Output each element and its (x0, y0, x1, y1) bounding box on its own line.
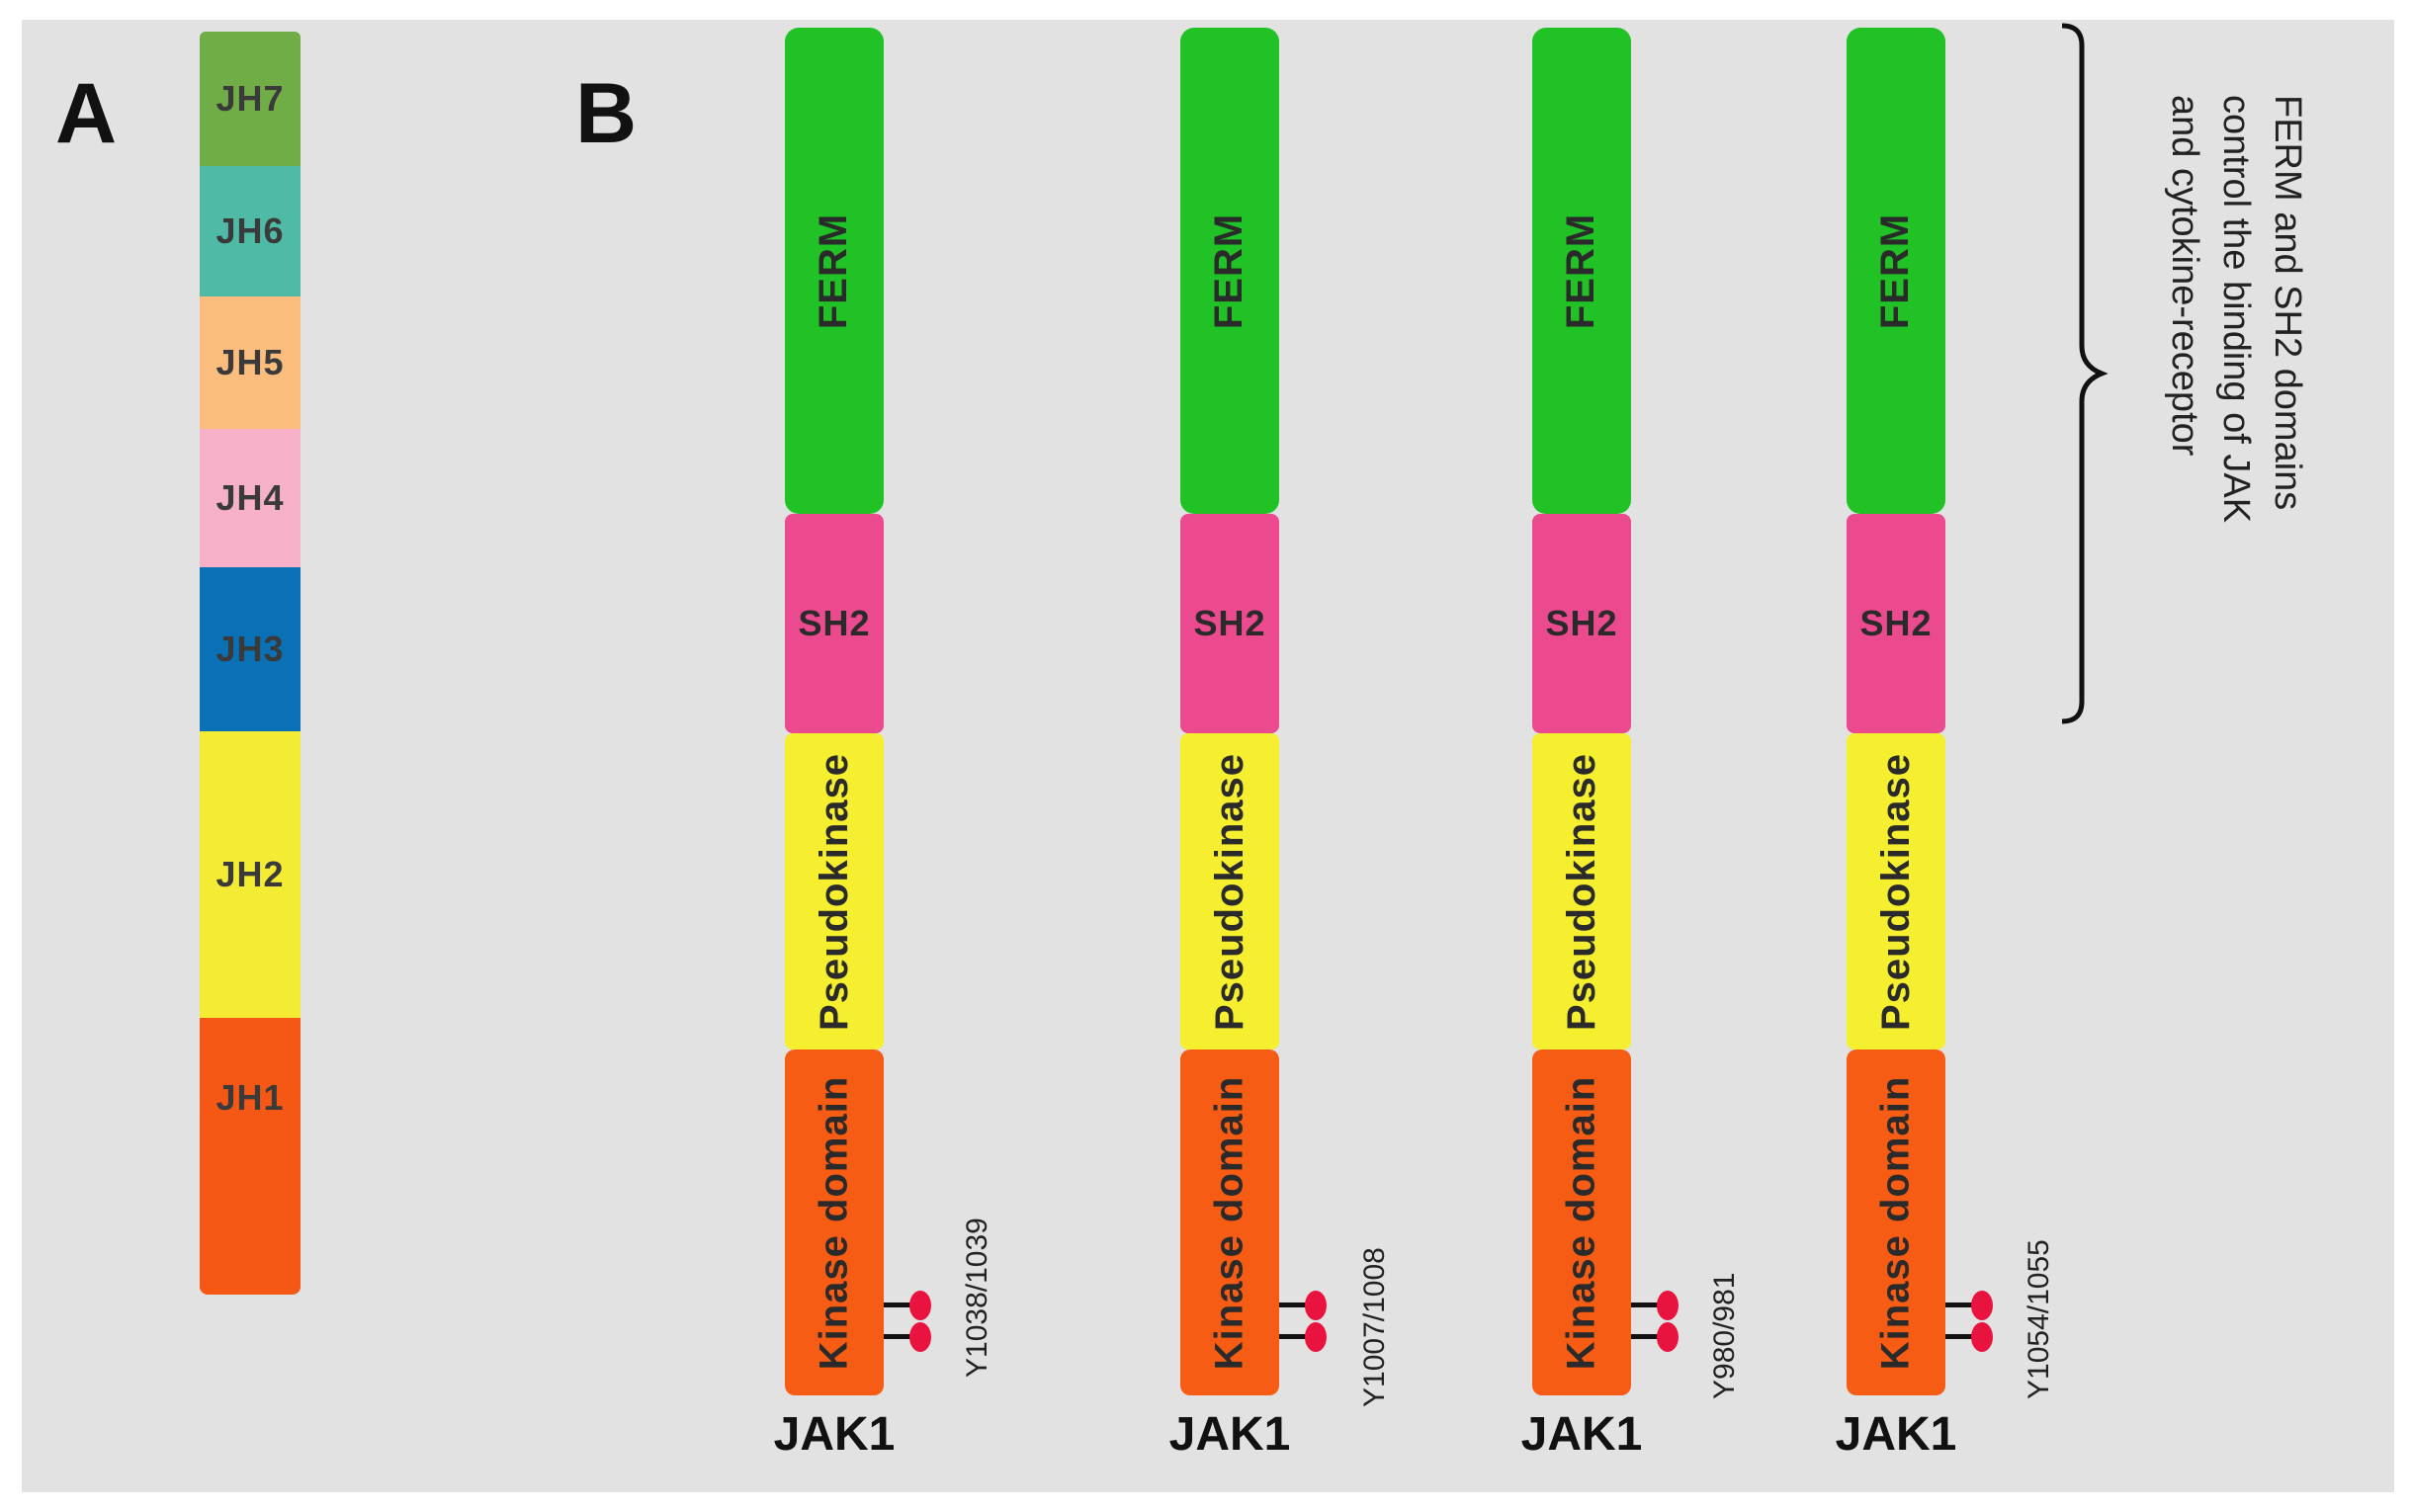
phospho-stalk (1945, 1334, 1975, 1339)
panel-label-b: B (575, 66, 638, 161)
phospho-site-dot (1971, 1291, 1993, 1320)
note-line: and cytokine-receptor (2164, 95, 2205, 457)
protein-name: JAK1 (1835, 1408, 1957, 1461)
phospho-site-dot (1305, 1291, 1327, 1320)
note-line: control the binding of JAK (2215, 95, 2257, 524)
kinase-domain: Kinase domain (1847, 1050, 1945, 1395)
phospho-site-dot (909, 1291, 931, 1320)
ferm-domain: FERM (1847, 28, 1945, 514)
jh7-block: JH7 (200, 32, 301, 166)
domain-function-note: FERM and SH2 domains control the binding… (2159, 95, 2313, 523)
jh2-label: JH2 (215, 854, 285, 894)
pseudokinase-domain: Pseudokinase (1180, 733, 1279, 1050)
jh6-label: JH6 (215, 210, 285, 251)
kinase-domain: Kinase domain (1180, 1050, 1279, 1395)
figure-canvas: A B JH7 JH6 JH5 JH4 JH3 JH2 JH1 FERM SH2… (22, 20, 2394, 1492)
phospho-stalk (1631, 1334, 1661, 1339)
pseudokinase-label: Pseudokinase (1207, 752, 1251, 1031)
curly-brace (2061, 23, 2109, 724)
phospho-site-dot (1657, 1322, 1679, 1352)
sh2-domain: SH2 (785, 514, 884, 733)
phospho-stalk (1279, 1334, 1309, 1339)
kinase-label: Kinase domain (1559, 1075, 1603, 1370)
phosphorylation-site-label: Y980/981 (1708, 1272, 1741, 1399)
ferm-label: FERM (1873, 212, 1918, 329)
jh1-block: JH1 (200, 1018, 301, 1295)
phospho-stalk (884, 1302, 913, 1307)
kinase-domain: Kinase domain (785, 1050, 884, 1395)
phospho-site-dot (1971, 1322, 1993, 1352)
note-line: FERM and SH2 domains (2267, 95, 2308, 511)
pseudokinase-label: Pseudokinase (1559, 752, 1603, 1031)
kinase-label: Kinase domain (812, 1075, 856, 1370)
phospho-stalk (1279, 1302, 1309, 1307)
ferm-label: FERM (1207, 212, 1251, 329)
ferm-label: FERM (1559, 212, 1603, 329)
sh2-label: SH2 (1193, 603, 1266, 643)
jh5-label: JH5 (215, 342, 285, 382)
jh2-block: JH2 (200, 731, 301, 1018)
pseudokinase-label: Pseudokinase (812, 752, 856, 1031)
pseudokinase-label: Pseudokinase (1873, 752, 1918, 1031)
phospho-stalk (884, 1334, 913, 1339)
pseudokinase-domain: Pseudokinase (785, 733, 884, 1050)
jh1-label: JH1 (215, 1077, 285, 1118)
kinase-label: Kinase domain (1873, 1075, 1918, 1370)
phospho-site-dot (1305, 1322, 1327, 1352)
protein-name: JAK1 (773, 1408, 896, 1461)
jh7-label: JH7 (215, 78, 285, 119)
phospho-site-dot (1657, 1291, 1679, 1320)
sh2-domain: SH2 (1180, 514, 1279, 733)
ferm-domain: FERM (1532, 28, 1631, 514)
jh6-block: JH6 (200, 166, 301, 296)
ferm-label: FERM (812, 212, 856, 329)
jh5-block: JH5 (200, 296, 301, 429)
jh3-label: JH3 (215, 629, 285, 669)
phospho-stalk (1631, 1302, 1661, 1307)
protein-name: JAK1 (1520, 1408, 1643, 1461)
sh2-label: SH2 (1545, 603, 1618, 643)
ferm-domain: FERM (1180, 28, 1279, 514)
phosphorylation-site-label: Y1007/1008 (1358, 1247, 1391, 1407)
pseudokinase-domain: Pseudokinase (1532, 733, 1631, 1050)
phospho-site-dot (909, 1322, 931, 1352)
protein-name: JAK1 (1168, 1408, 1291, 1461)
ferm-domain: FERM (785, 28, 884, 514)
kinase-domain: Kinase domain (1532, 1050, 1631, 1395)
jh4-label: JH4 (215, 477, 285, 518)
sh2-domain: SH2 (1532, 514, 1631, 733)
phospho-stalk (1945, 1302, 1975, 1307)
kinase-label: Kinase domain (1207, 1075, 1251, 1370)
sh2-label: SH2 (798, 603, 871, 643)
sh2-label: SH2 (1859, 603, 1933, 643)
panel-label-a: A (55, 66, 118, 161)
phosphorylation-site-label: Y1038/1039 (961, 1218, 993, 1378)
jh4-block: JH4 (200, 429, 301, 567)
jh3-block: JH3 (200, 567, 301, 731)
phosphorylation-site-label: Y1054/1055 (2023, 1239, 2055, 1399)
pseudokinase-domain: Pseudokinase (1847, 733, 1945, 1050)
sh2-domain: SH2 (1847, 514, 1945, 733)
